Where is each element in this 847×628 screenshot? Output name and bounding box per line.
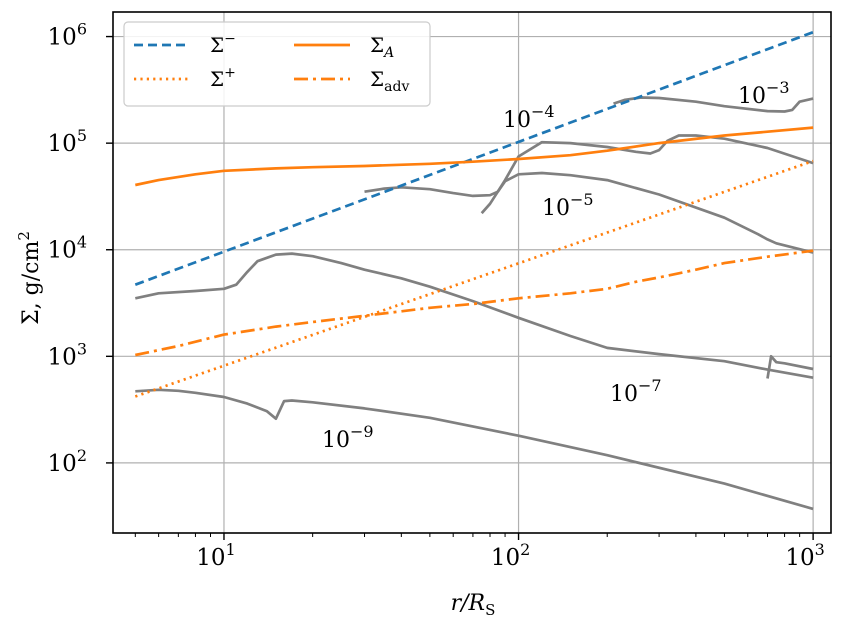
y-tick-label-2: 104 xyxy=(48,233,87,264)
legend-label-sigma-plus: Σ+ xyxy=(210,65,236,91)
x-tick-base-2: 10 xyxy=(785,545,814,571)
curve-label-0: 10−3 xyxy=(738,78,790,109)
legend-label-sub-sigma-adv: adv xyxy=(384,79,409,95)
curve-label-exp-2: −5 xyxy=(570,190,594,209)
curve-label-base-4: 10 xyxy=(322,428,350,453)
y-tick-label-0: 102 xyxy=(48,446,87,477)
curve-label-base-3: 10 xyxy=(610,382,638,407)
legend-label-sigma-a: ΣA xyxy=(370,33,394,61)
legend-label-base-sigma-a: Σ xyxy=(370,33,384,57)
legend-box xyxy=(123,21,431,107)
axes-frame xyxy=(112,11,832,534)
legend-label-sigma-minus: Σ− xyxy=(210,31,236,57)
gray-curve-4 xyxy=(766,354,814,379)
series-sigma-adv xyxy=(135,249,814,357)
y-tick-exp-1: 3 xyxy=(77,339,87,358)
y-axis-label: Σ, g/cm2 xyxy=(15,231,44,325)
y-tick-exp-2: 4 xyxy=(77,233,87,252)
x-axis-label-base: r/R xyxy=(451,591,486,616)
y-tick-label-4: 106 xyxy=(48,20,87,51)
legend-label-base-sigma-adv: Σ xyxy=(370,67,384,91)
y-tick-base-3: 10 xyxy=(48,131,77,157)
y-tick-base-4: 10 xyxy=(48,25,77,51)
y-tick-exp-0: 2 xyxy=(77,446,87,465)
x-tick-label-1: 102 xyxy=(491,540,530,571)
y-axis-label-sup: 2 xyxy=(15,231,33,241)
legend-label-sup-sigma-plus: + xyxy=(224,65,236,81)
y-tick-base-2: 10 xyxy=(48,238,77,264)
gray-curve-1 xyxy=(364,134,814,198)
curve-label-3: 10−7 xyxy=(610,376,662,407)
curve-label-exp-0: −3 xyxy=(766,78,790,97)
gray-curve-0 xyxy=(613,96,814,113)
curve-label-base-1: 10 xyxy=(503,108,531,133)
series-sigma-minus xyxy=(134,30,814,286)
series-sigma-a xyxy=(135,126,814,187)
legend-label-base-sigma-plus: Σ xyxy=(210,67,224,91)
plot-curves xyxy=(134,30,814,511)
curve-annotations: 10−310−410−510−710−9 xyxy=(322,78,790,453)
x-tick-base-1: 10 xyxy=(491,545,520,571)
y-axis-label-text: Σ, g/cm xyxy=(19,241,44,325)
curve-label-1: 10−4 xyxy=(503,102,555,133)
gray-curve-3 xyxy=(480,171,814,254)
curve-label-base-0: 10 xyxy=(738,84,766,109)
curve-label-base-2: 10 xyxy=(542,196,570,221)
x-tick-base-0: 10 xyxy=(196,545,225,571)
x-tick-exp-2: 3 xyxy=(815,540,825,559)
series-sigma-plus xyxy=(134,159,814,398)
legend-label-sub-sigma-a: A xyxy=(382,45,394,61)
x-tick-label-2: 103 xyxy=(785,540,824,571)
y-tick-exp-4: 6 xyxy=(77,20,87,39)
legend-label-sigma-adv: Σadv xyxy=(370,67,409,95)
x-axis-label: r/RS xyxy=(451,591,496,619)
x-tick-exp-0: 1 xyxy=(226,540,236,559)
y-tick-base-0: 10 xyxy=(48,451,77,477)
legend-label-sup-sigma-minus: − xyxy=(224,31,236,47)
curve-label-exp-3: −7 xyxy=(638,376,662,395)
gray-curve-5 xyxy=(135,388,814,511)
curve-label-4: 10−9 xyxy=(322,422,374,453)
y-tick-base-1: 10 xyxy=(48,344,77,370)
y-tick-label-3: 105 xyxy=(48,126,87,157)
y-tick-exp-3: 5 xyxy=(77,126,87,145)
legend-label-base-sigma-minus: Σ xyxy=(210,33,224,57)
curve-label-2: 10−5 xyxy=(542,190,594,221)
x-tick-label-0: 101 xyxy=(196,540,235,571)
x-tick-exp-1: 2 xyxy=(520,540,530,559)
x-axis-label-sub: S xyxy=(485,601,495,619)
y-tick-label-1: 103 xyxy=(48,339,87,370)
curve-label-exp-1: −4 xyxy=(531,102,555,121)
gray-curve-2 xyxy=(135,252,814,380)
curve-label-exp-4: −9 xyxy=(350,422,374,441)
